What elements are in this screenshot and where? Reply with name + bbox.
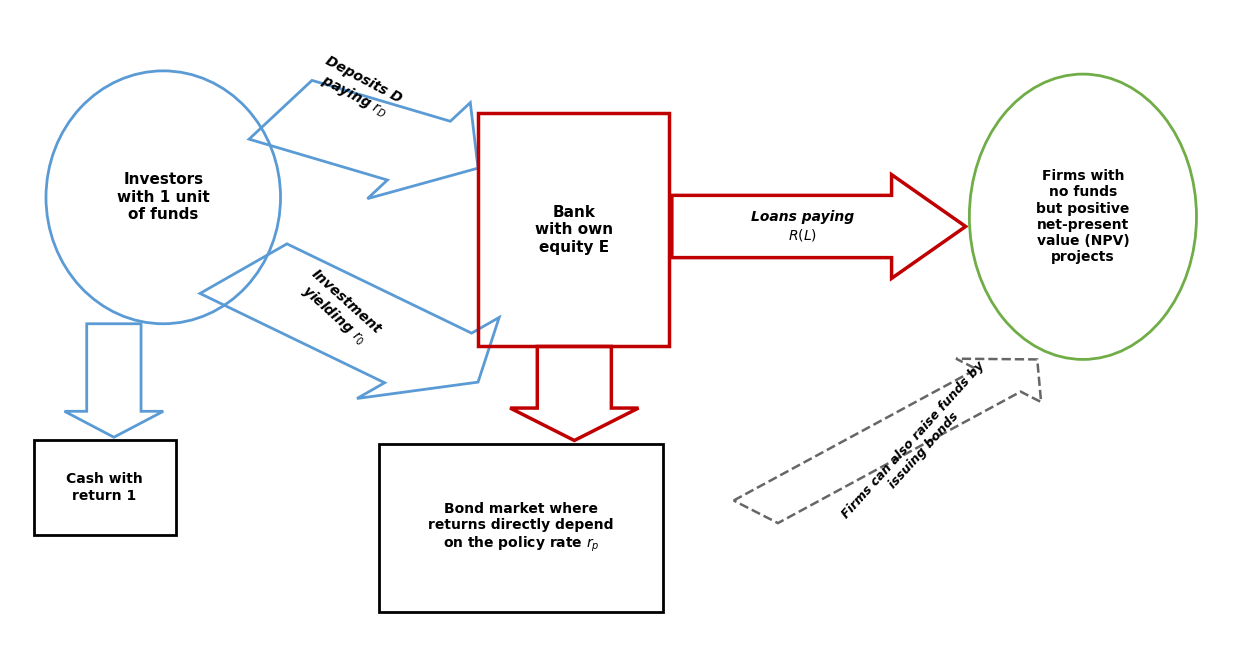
Polygon shape xyxy=(200,244,500,398)
Text: Firms with
no funds
but positive
net-present
value (NPV)
projects: Firms with no funds but positive net-pre… xyxy=(1037,169,1130,264)
Text: Cash with
return 1: Cash with return 1 xyxy=(66,472,143,502)
Polygon shape xyxy=(249,80,479,199)
Polygon shape xyxy=(672,175,966,279)
Text: Deposits D
paying $r_D$: Deposits D paying $r_D$ xyxy=(312,53,404,124)
Polygon shape xyxy=(64,324,164,438)
Polygon shape xyxy=(734,358,1042,523)
Text: Firms can also raise funds by
issuing bonds: Firms can also raise funds by issuing bo… xyxy=(839,359,998,531)
Text: Bank
with own
equity E: Bank with own equity E xyxy=(534,205,613,254)
Text: Investment
yielding $r_0$: Investment yielding $r_0$ xyxy=(295,266,384,351)
Text: Bond market where
returns directly depend
on the policy rate $r_p$: Bond market where returns directly depen… xyxy=(429,502,614,554)
Polygon shape xyxy=(510,347,639,441)
Text: Loans paying
$R(L)$: Loans paying $R(L)$ xyxy=(751,210,854,243)
Text: Investors
with 1 unit
of funds: Investors with 1 unit of funds xyxy=(117,173,210,222)
